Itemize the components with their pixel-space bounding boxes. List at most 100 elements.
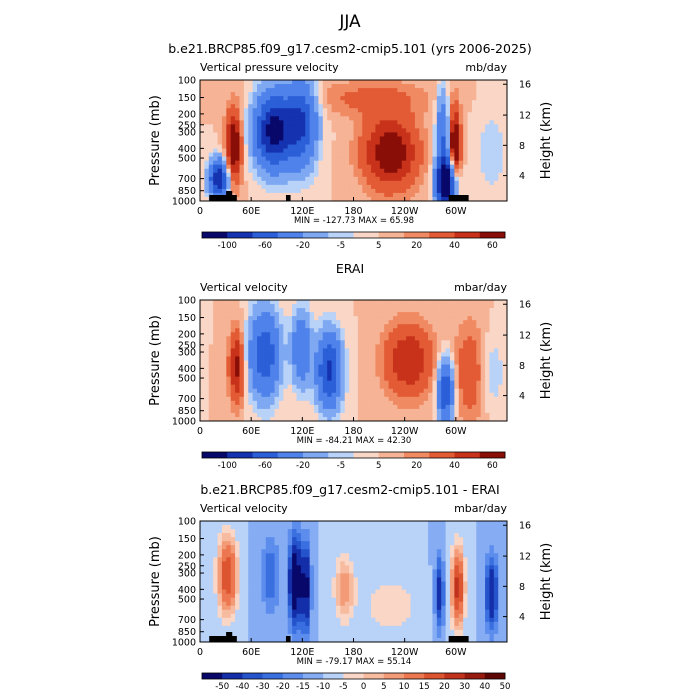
- heatmap-cell: [397, 164, 403, 170]
- heatmap-cell: [493, 164, 499, 170]
- heatmap-cell: [248, 180, 254, 186]
- heatmap-cell: [441, 176, 446, 182]
- heatmap-cell: [471, 164, 477, 170]
- heatmap-cell: [243, 148, 249, 153]
- heatmap-cell: [261, 156, 267, 162]
- heatmap-cell: [296, 384, 302, 390]
- heatmap-cell: [432, 541, 438, 546]
- heatmap-cell: [278, 525, 284, 530]
- heatmap-cell: [423, 392, 429, 398]
- heatmap-cell: [335, 108, 341, 113]
- heatmap-cell: [344, 356, 350, 361]
- heatmap-cell: [362, 348, 368, 353]
- heatmap-cell: [274, 80, 280, 85]
- heatmap-cell: [322, 108, 328, 113]
- heatmap-cell: [283, 380, 289, 386]
- heatmap-cell: [366, 116, 372, 121]
- y-tick-label: 1000: [172, 197, 196, 208]
- heatmap-cell: [401, 132, 407, 137]
- heatmap-cell: [414, 384, 420, 390]
- heatmap-cell: [401, 112, 407, 117]
- heatmap-cell: [239, 537, 245, 542]
- heatmap-cell: [213, 320, 218, 325]
- heatmap-cell: [226, 416, 232, 422]
- heatmap-cell: [322, 320, 328, 325]
- heatmap-cell: [493, 152, 499, 158]
- y-right-tick-label: 12: [519, 331, 531, 342]
- heatmap-cell: [419, 324, 425, 329]
- heatmap-cell: [371, 525, 376, 530]
- heatmap-cell: [300, 328, 306, 333]
- heatmap-cell: [213, 156, 218, 162]
- heatmap-cell: [414, 392, 420, 398]
- heatmap-cell: [270, 160, 275, 166]
- heatmap-cell: [375, 396, 381, 402]
- heatmap-cell: [432, 120, 438, 125]
- heatmap-cell: [445, 88, 451, 93]
- heatmap-cell: [200, 80, 205, 85]
- heatmap-cell: [287, 156, 293, 162]
- heatmap-cell: [410, 404, 416, 410]
- heatmap-cell: [476, 320, 482, 325]
- heatmap-cell: [335, 533, 341, 538]
- heatmap-cell: [208, 188, 214, 194]
- heatmap-cell: [454, 188, 460, 194]
- heatmap-cell: [476, 148, 482, 153]
- heatmap-cell: [476, 340, 482, 345]
- heatmap-cell: [318, 144, 324, 149]
- heatmap-cell: [270, 553, 275, 558]
- heatmap-cell: [300, 176, 306, 182]
- heatmap-cell: [204, 392, 210, 398]
- heatmap-cell: [392, 392, 398, 398]
- heatmap-cell: [230, 416, 236, 422]
- heatmap-cell: [397, 328, 403, 333]
- heatmap-cell: [441, 136, 446, 141]
- heatmap-cell: [349, 360, 354, 365]
- heatmap-cell: [200, 529, 205, 534]
- heatmap-cell: [485, 332, 490, 337]
- heatmap-cell: [226, 356, 232, 361]
- heatmap-cell: [414, 408, 420, 414]
- heatmap-cell: [217, 332, 223, 337]
- heatmap-cell: [344, 164, 350, 170]
- heatmap-cell: [265, 541, 271, 546]
- heatmap-cell: [493, 304, 499, 309]
- heatmap-cell: [432, 108, 438, 113]
- heatmap-cell: [248, 348, 254, 353]
- heatmap-cell: [292, 368, 297, 373]
- heatmap-cell: [401, 549, 407, 554]
- heatmap-cell: [252, 116, 258, 121]
- heatmap-cell: [366, 304, 372, 309]
- heatmap-cell: [428, 320, 433, 325]
- heatmap-cell: [226, 545, 232, 550]
- heatmap-cell: [204, 300, 210, 305]
- heatmap-cell: [489, 408, 495, 414]
- heatmap-cell: [419, 364, 425, 369]
- heatmap-cell: [379, 172, 385, 178]
- heatmap-cell: [392, 308, 398, 313]
- heatmap-cell: [344, 320, 350, 325]
- heatmap-cell: [371, 529, 376, 534]
- heatmap-cell: [230, 84, 236, 89]
- heatmap-cell: [314, 408, 319, 414]
- heatmap-cell: [401, 124, 407, 129]
- heatmap-cell: [502, 180, 508, 186]
- heatmap-cell: [458, 180, 464, 186]
- heatmap-cell: [230, 396, 236, 402]
- heatmap-cell: [340, 537, 346, 542]
- heatmap-cell: [502, 521, 508, 526]
- heatmap-cell: [213, 112, 218, 117]
- heatmap-cell: [344, 152, 350, 158]
- heatmap-cell: [384, 180, 389, 186]
- heatmap-cell: [463, 404, 468, 410]
- heatmap-cell: [283, 553, 289, 558]
- heatmap-cell: [296, 364, 302, 369]
- heatmap-cell: [379, 392, 385, 398]
- heatmap-cell: [261, 196, 267, 202]
- heatmap-cell: [278, 328, 284, 333]
- heatmap-cell: [441, 525, 446, 530]
- heatmap-cell: [353, 404, 359, 410]
- heatmap-cell: [463, 180, 468, 186]
- heatmap-cell: [208, 108, 214, 113]
- heatmap-cell: [353, 184, 359, 190]
